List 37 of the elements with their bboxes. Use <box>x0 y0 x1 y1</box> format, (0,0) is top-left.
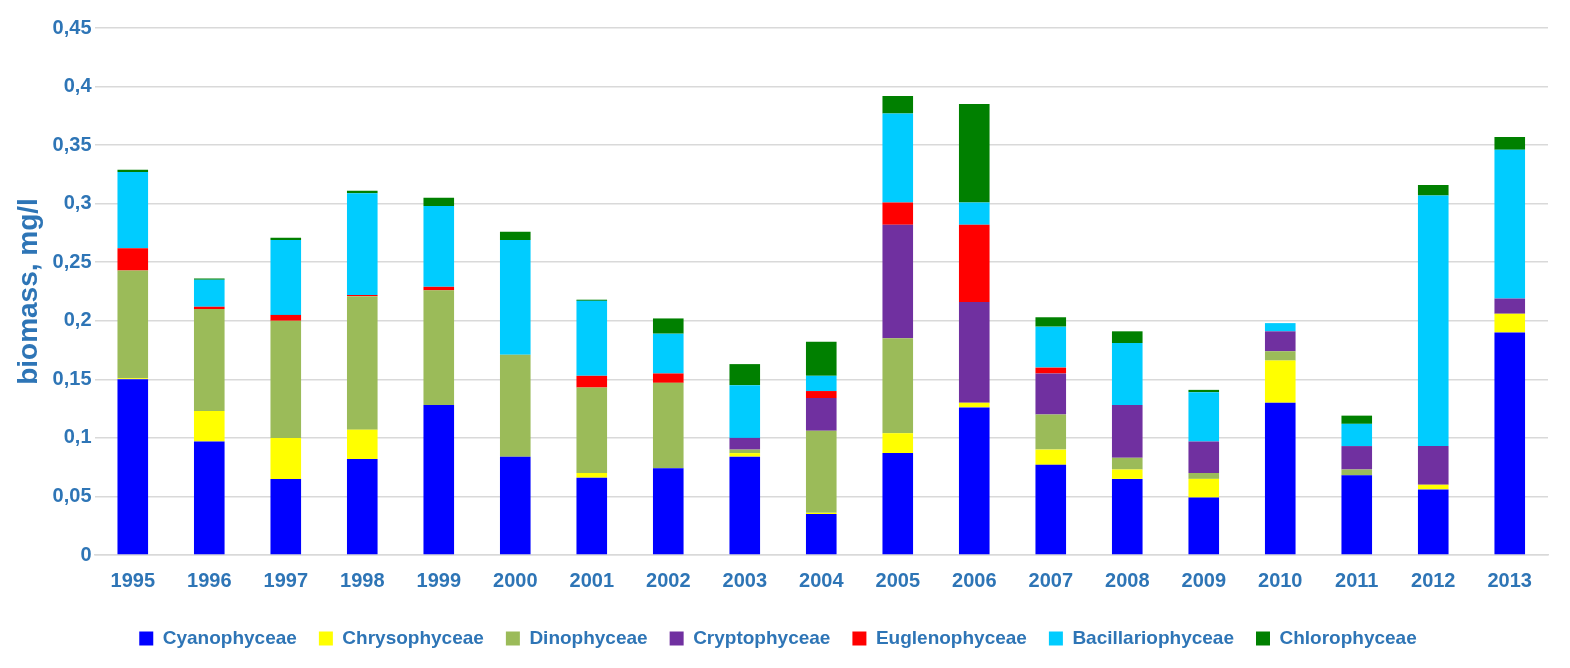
legend-label: Chlorophyceae <box>1279 626 1417 648</box>
x-tick-label: 1995 <box>110 568 156 591</box>
y-tick-label: 0,35 <box>52 132 92 155</box>
y-tick-label: 0,3 <box>63 191 92 214</box>
x-tick-label: 1999 <box>416 568 462 591</box>
x-tick-label: 2007 <box>1028 568 1074 591</box>
x-tick-label: 2008 <box>1105 568 1150 591</box>
x-tick-label: 2006 <box>952 568 997 591</box>
x-tick-label: 2003 <box>722 568 768 591</box>
y-tick-label: 0,15 <box>52 366 92 389</box>
legend-label: Euglenophyceae <box>875 626 1027 648</box>
y-tick-label: 0 <box>80 542 92 565</box>
y-tick-label: 0,1 <box>63 425 92 448</box>
x-tick-label: 1997 <box>263 568 309 591</box>
y-tick-label: 0,2 <box>63 308 92 331</box>
x-tick-label: 2002 <box>646 568 691 591</box>
legend-label: Chrysophyceae <box>342 626 484 648</box>
legend-label: Dinophyceae <box>529 626 648 648</box>
x-tick-label: 2004 <box>799 568 845 591</box>
legend-label: Bacillariophyceae <box>1072 626 1234 648</box>
x-tick-label: 2012 <box>1411 568 1456 591</box>
legend-label: Cryptophyceae <box>693 626 831 648</box>
y-tick-label: 0,4 <box>63 74 93 97</box>
legend-label: Cyanophyceae <box>162 626 297 648</box>
x-tick-label: 2013 <box>1487 568 1532 591</box>
x-tick-label: 2009 <box>1181 568 1227 591</box>
y-tick-label: 0,45 <box>52 15 92 38</box>
y-tick-label: 0,25 <box>52 249 92 272</box>
x-tick-label: 1996 <box>187 568 232 591</box>
x-tick-label: 2005 <box>875 568 921 591</box>
x-tick-label: 2011 <box>1335 568 1379 591</box>
x-tick-label: 1998 <box>340 568 385 591</box>
x-tick-label: 2001 <box>569 568 615 591</box>
y-tick-label: 0,05 <box>52 483 92 506</box>
y-axis-title: biomass, mg/l <box>11 198 43 385</box>
x-tick-label: 2010 <box>1258 568 1303 591</box>
x-tick-label: 2000 <box>493 568 538 591</box>
